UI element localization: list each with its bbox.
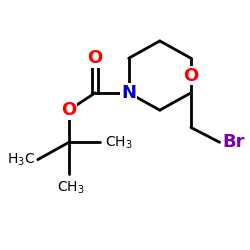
Text: Br: Br xyxy=(222,133,244,151)
Text: CH$_3$: CH$_3$ xyxy=(58,180,85,196)
Text: N: N xyxy=(121,84,136,102)
Text: H$_3$C: H$_3$C xyxy=(7,152,36,168)
Text: O: O xyxy=(88,49,103,67)
Text: CH$_3$: CH$_3$ xyxy=(105,134,132,150)
Text: O: O xyxy=(61,101,76,119)
Text: O: O xyxy=(183,66,198,84)
